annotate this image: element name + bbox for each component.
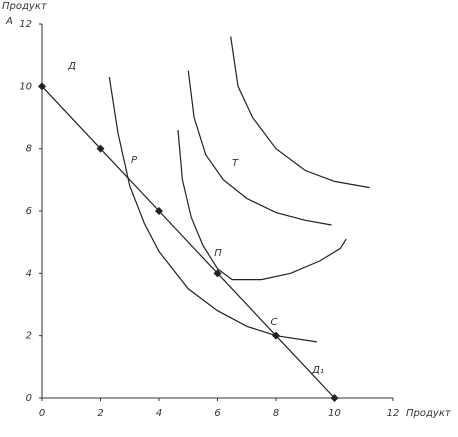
x-tick-label: 2 bbox=[97, 408, 103, 419]
y-tick-label: 12 bbox=[19, 19, 32, 30]
y-axis-label: Продукт bbox=[2, 1, 48, 12]
indifference-curve bbox=[230, 36, 370, 189]
annotation: Д₁ bbox=[311, 365, 324, 376]
y-tick-label: 8 bbox=[26, 144, 32, 155]
x-tick-label: 6 bbox=[214, 408, 220, 419]
x-tick-label: 8 bbox=[273, 408, 279, 419]
y-tick-label: 0 bbox=[26, 393, 32, 404]
point bbox=[38, 82, 46, 91]
indifference-curve bbox=[108, 76, 317, 343]
y-tick-label: 4 bbox=[26, 268, 32, 279]
x-axis-label: Продукт bbox=[406, 408, 452, 419]
point bbox=[155, 207, 163, 215]
annotation: П bbox=[214, 248, 222, 259]
x-tick-label: 12 bbox=[387, 408, 400, 419]
annotation: Т bbox=[232, 158, 239, 169]
point bbox=[213, 269, 222, 278]
y-tick-label: 6 bbox=[26, 206, 32, 217]
y-axis-letter: А bbox=[5, 16, 13, 27]
y-tick-label: 2 bbox=[26, 331, 32, 342]
annotation: Д bbox=[67, 61, 76, 72]
point bbox=[330, 394, 339, 402]
indifference-curve bbox=[177, 129, 347, 281]
y-tick-label: 10 bbox=[19, 81, 32, 92]
annotation: С bbox=[271, 317, 278, 328]
annotation: Р bbox=[131, 155, 138, 166]
indifference-curve bbox=[187, 70, 332, 226]
x-tick-label: 4 bbox=[156, 408, 162, 419]
x-tick-label: 10 bbox=[328, 408, 341, 419]
point bbox=[96, 144, 105, 153]
x-tick-label: 0 bbox=[39, 408, 45, 419]
budget-line bbox=[41, 85, 335, 399]
